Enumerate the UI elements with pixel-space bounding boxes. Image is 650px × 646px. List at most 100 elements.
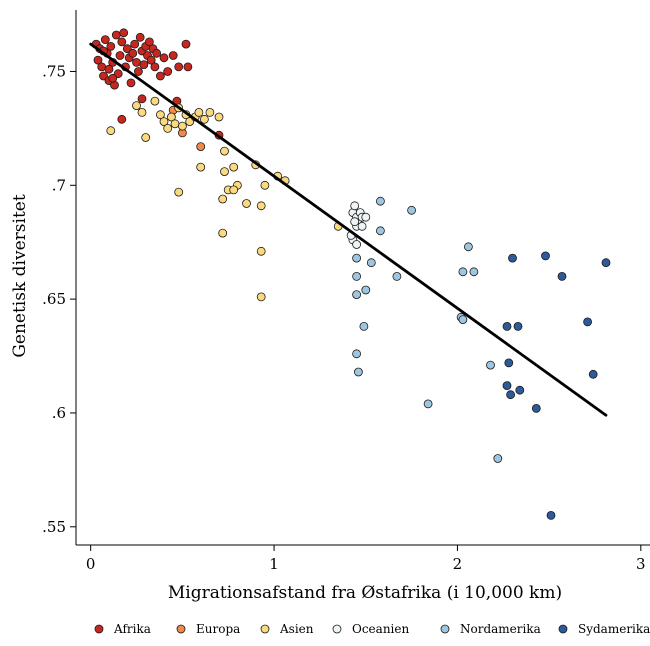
point-asien bbox=[220, 167, 229, 177]
point-nordamerika bbox=[359, 321, 369, 331]
axes: .55 .6 .65 .7 .75 0 1 2 3 bbox=[42, 10, 650, 573]
point-afrika bbox=[93, 55, 103, 65]
point-afrika bbox=[144, 37, 154, 47]
point-afrika bbox=[139, 60, 149, 69]
x-axis-title: Migrationsafstand fra Østafrika (i 10,00… bbox=[168, 583, 562, 603]
point-nordamerika bbox=[423, 399, 433, 409]
point-afrika bbox=[128, 48, 138, 58]
point-asien bbox=[220, 146, 229, 156]
legend-label-europa: Europa bbox=[196, 622, 240, 636]
point-sydamerika bbox=[502, 381, 512, 391]
point-asien bbox=[229, 185, 239, 195]
point-afrika bbox=[115, 51, 125, 60]
point-asien bbox=[260, 180, 270, 190]
point-asien bbox=[150, 96, 160, 106]
point-nordamerika bbox=[375, 196, 385, 206]
point-asien bbox=[229, 162, 239, 172]
legend-marker-oceanien bbox=[332, 624, 342, 634]
y-tick-label: .7 bbox=[52, 176, 66, 194]
legend: Afrika Europa Asien Oceanien Nordamerika Syda… bbox=[94, 622, 650, 636]
point-asien bbox=[177, 121, 187, 131]
point-nordamerika bbox=[352, 271, 362, 281]
point-nordamerika bbox=[353, 367, 363, 377]
point-afrika bbox=[174, 62, 184, 72]
legend-marker-afrika bbox=[94, 624, 104, 634]
legend-marker-nordamerika bbox=[440, 624, 450, 634]
point-asien bbox=[166, 112, 176, 122]
point-afrika bbox=[155, 71, 165, 81]
point-asien bbox=[218, 228, 228, 238]
point-sydamerika bbox=[588, 369, 598, 379]
y-tick-label: .65 bbox=[42, 290, 66, 308]
point-nordamerika bbox=[463, 242, 473, 252]
point-asien bbox=[163, 123, 173, 133]
point-sydamerika bbox=[504, 358, 514, 368]
point-sydamerika bbox=[513, 321, 523, 331]
point-nordamerika bbox=[458, 267, 468, 277]
y-axis-title: Genetisk diversitet bbox=[10, 194, 30, 358]
point-afrika bbox=[126, 78, 136, 88]
point-sydamerika bbox=[506, 390, 516, 400]
point-asien bbox=[155, 110, 165, 120]
point-nordamerika bbox=[458, 315, 468, 325]
y-tick-label: .6 bbox=[52, 404, 66, 422]
point-sydamerika bbox=[502, 321, 512, 331]
point-nordamerika bbox=[392, 271, 402, 281]
point-nordamerika bbox=[469, 267, 479, 277]
point-asien bbox=[174, 187, 184, 197]
regression-line bbox=[89, 42, 608, 417]
point-afrika bbox=[152, 48, 162, 58]
point-afrika bbox=[159, 53, 169, 63]
point-afrika bbox=[104, 64, 114, 74]
point-asien bbox=[205, 108, 215, 117]
x-tick-label: 0 bbox=[86, 555, 96, 573]
point-sydamerika bbox=[531, 403, 541, 413]
point-asien bbox=[256, 201, 266, 211]
legend-label-asien: Asien bbox=[279, 622, 314, 636]
point-nordamerika bbox=[352, 253, 362, 263]
point-asien bbox=[256, 246, 266, 256]
point-asien bbox=[137, 108, 147, 117]
point-asien bbox=[218, 194, 228, 204]
point-afrika bbox=[117, 114, 127, 124]
point-afrika bbox=[181, 39, 191, 49]
x-tick-label: 3 bbox=[636, 555, 646, 573]
point-afrika bbox=[97, 62, 107, 72]
point-nordamerika bbox=[366, 258, 376, 268]
x-tick-label: 2 bbox=[453, 555, 463, 573]
point-sydamerika bbox=[601, 258, 611, 268]
point-nordamerika bbox=[361, 285, 371, 295]
point-oceanien bbox=[357, 221, 367, 231]
point-asien bbox=[194, 108, 204, 117]
legend-marker-sydamerika bbox=[558, 624, 568, 634]
plot-marks bbox=[89, 28, 611, 520]
point-afrika bbox=[163, 67, 173, 76]
point-afrika bbox=[183, 62, 193, 72]
point-asien bbox=[214, 112, 224, 122]
legend-label-sydamerika: Sydamerika bbox=[578, 622, 650, 636]
point-oceanien bbox=[361, 212, 371, 222]
point-afrika bbox=[132, 58, 141, 67]
point-afrika bbox=[100, 35, 110, 44]
point-afrika bbox=[111, 30, 121, 40]
point-sydamerika bbox=[557, 271, 567, 281]
y-tick-label: .75 bbox=[42, 62, 66, 80]
point-afrika bbox=[146, 55, 156, 65]
point-nordamerika bbox=[486, 360, 495, 370]
point-nordamerika bbox=[352, 290, 362, 300]
point-afrika bbox=[130, 39, 140, 49]
point-afrika bbox=[117, 37, 127, 47]
point-afrika bbox=[108, 73, 118, 83]
point-nordamerika bbox=[493, 454, 503, 463]
point-sydamerika bbox=[515, 385, 525, 395]
point-afrika bbox=[119, 28, 129, 38]
point-oceanien bbox=[352, 240, 362, 249]
point-oceanien bbox=[350, 217, 360, 227]
point-nordamerika bbox=[352, 349, 362, 359]
point-afrika bbox=[133, 67, 143, 76]
point-europa bbox=[196, 142, 206, 152]
point-asien bbox=[132, 101, 141, 110]
point-asien bbox=[141, 133, 151, 142]
point-nordamerika bbox=[407, 205, 417, 215]
legend-label-nordamerika: Nordamerika bbox=[460, 622, 541, 636]
